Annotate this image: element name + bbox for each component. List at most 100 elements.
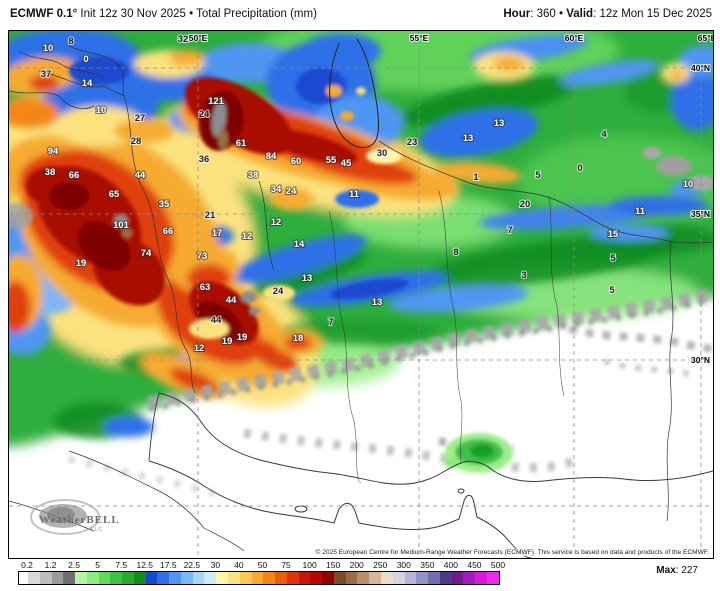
colorbar-tick-label: 1.2 — [44, 560, 57, 570]
precip-value: 24 — [273, 286, 284, 297]
coastlines — [148, 38, 713, 558]
colorbar-ticks: 0.2 1.2 2.5 5 7.5 12.5 17.5 22.5 30 40 50 75 100 150 2… — [0, 560, 720, 570]
precip-value: 37 — [41, 69, 52, 80]
colorbar-tick-label: 300 — [396, 560, 411, 570]
precip-value: 38 — [248, 170, 259, 181]
precip-value: 74 — [141, 248, 152, 259]
precip-value: 19 — [76, 258, 87, 269]
model-name: ECMWF 0.1° — [10, 8, 78, 20]
graticule-labels: 50°E 55°E 60°E 65°E 40°N 35°N 30°N — [188, 32, 713, 366]
precip-value: 5 — [535, 170, 541, 181]
colorbar-segment — [475, 572, 487, 584]
precip-value: 14 — [82, 78, 93, 89]
colorbar-tick-label: 7.5 — [115, 560, 128, 570]
precip-value: 36 — [199, 154, 210, 165]
precip-value: 8 — [68, 36, 73, 47]
colorbar-tick-label: 450 — [467, 560, 482, 570]
forecast-time: Hour: 360 • Valid: 12z Mon 15 Dec 2025 — [503, 8, 712, 20]
colorbar-segment — [75, 572, 87, 584]
weatherbell-logo: WeatherBELL LLC — [13, 494, 123, 540]
colorbar — [18, 571, 500, 585]
latitude-label: 35°N — [691, 209, 710, 219]
colorbar-segment — [169, 572, 181, 584]
latitude-label: 40°N — [691, 63, 710, 73]
precip-value: 15 — [608, 229, 619, 240]
precip-value: 13 — [494, 118, 505, 129]
valid-value: : 12z Mon 15 Dec 2025 — [593, 8, 712, 20]
weatherbell-swirl-icon — [30, 499, 100, 535]
colorbar-tick-label: 2.5 — [68, 560, 81, 570]
colorbar-segment — [486, 572, 499, 584]
colorbar-segment — [439, 572, 452, 584]
precip-value: 65 — [109, 189, 120, 200]
hour-value: : 360 • — [530, 8, 567, 20]
colorbar-segment — [380, 572, 393, 584]
colorbar-tick-label: 22.5 — [183, 560, 201, 570]
colorbar-segment — [275, 572, 287, 584]
precip-value: 24 — [199, 109, 210, 120]
country-borders — [9, 45, 713, 552]
colorbar-tick-label: 250 — [373, 560, 388, 570]
precip-value: 7 — [328, 317, 333, 328]
precip-value: 66 — [163, 226, 174, 237]
precip-value: 10 — [43, 43, 54, 54]
precip-value: 84 — [266, 151, 277, 162]
precip-value: 63 — [200, 282, 211, 293]
precip-value: 12 — [194, 343, 205, 354]
title-rest: Init 12z 30 Nov 2025 • Total Precipitati… — [77, 8, 317, 20]
valid-label: Valid — [566, 8, 594, 20]
colorbar-segment — [463, 572, 476, 584]
colorbar-segment — [333, 572, 346, 584]
precip-value: 73 — [197, 251, 208, 262]
precip-value: 34 — [271, 184, 282, 195]
colorbar-segment — [63, 572, 76, 584]
colorbar-segment — [357, 572, 370, 584]
colorbar-segment — [204, 572, 217, 584]
colorbar-segment — [157, 572, 170, 584]
colorbar-segment — [28, 572, 40, 584]
precip-value: 11 — [635, 206, 646, 217]
longitude-label: 60°E — [565, 33, 584, 43]
precip-value: 45 — [341, 158, 352, 169]
colorbar-segment — [369, 572, 381, 584]
precip-value: 27 — [135, 113, 146, 124]
precip-value: 101 — [113, 220, 130, 231]
precip-value: 38 — [45, 167, 56, 178]
precip-value: 28 — [131, 136, 142, 147]
precip-value: 7 — [507, 225, 512, 236]
precip-value: 10 — [96, 105, 107, 116]
map-panel[interactable]: 50°E55°E60°E65°E40°N35°N30°N 81003237141… — [8, 30, 714, 559]
colorbar-tick-label: 40 — [234, 560, 244, 570]
precip-value: 13 — [463, 133, 474, 144]
precip-value: 19 — [237, 332, 248, 343]
precip-value: 35 — [159, 199, 170, 210]
precip-value: 121 — [208, 96, 225, 107]
colorbar-segment — [110, 572, 123, 584]
colorbar-segment — [228, 572, 240, 584]
colorbar-segment — [451, 572, 464, 584]
precip-value: 32 — [178, 34, 189, 45]
precip-value: 11 — [349, 189, 360, 200]
colorbar-segment — [86, 572, 99, 584]
colorbar-segment — [39, 572, 52, 584]
colorbar-tick-label: 0.2 — [21, 560, 33, 570]
colorbar-segment — [404, 572, 417, 584]
hour-label: Hour — [503, 8, 531, 20]
colorbar-segment — [416, 572, 429, 584]
colorbar-tick-label: 12.5 — [136, 560, 154, 570]
precip-value: 60 — [291, 156, 302, 167]
longitude-label: 50°E — [189, 33, 208, 43]
colorbar-segment — [286, 572, 299, 584]
colorbar-segment — [122, 572, 134, 584]
precip-value: 44 — [211, 315, 222, 326]
precip-value: 5 — [609, 285, 615, 296]
precip-value: 13 — [302, 273, 313, 284]
colorbar-tick-label: 150 — [326, 560, 341, 570]
colorbar-segment — [322, 572, 334, 584]
colorbar-tick-label: 500 — [490, 560, 506, 570]
colorbar-tick-label: 200 — [349, 560, 364, 570]
colorbar-tick-label: 75 — [281, 560, 291, 570]
colorbar-segment — [392, 572, 405, 584]
precip-value: 21 — [205, 210, 216, 221]
